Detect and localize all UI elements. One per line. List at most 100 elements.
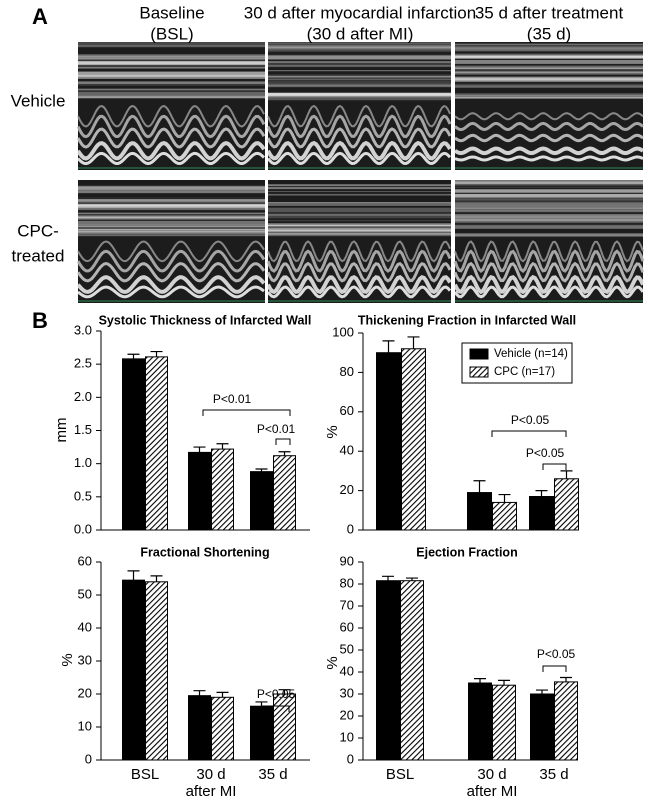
- echo-trace: [267, 104, 451, 128]
- echo-texture: [268, 84, 451, 88]
- echo-texture: [268, 193, 451, 196]
- y-tick-label: 20: [78, 685, 92, 700]
- echo-trace: [77, 240, 265, 263]
- echo-texture: [455, 225, 643, 229]
- bar: [122, 358, 145, 531]
- error-bar: [498, 679, 510, 686]
- echo-texture: [78, 197, 265, 199]
- bar: [211, 696, 234, 761]
- echo-texture: [455, 85, 643, 88]
- echo-texture: [78, 96, 265, 99]
- y-axis-label: %: [324, 656, 341, 669]
- row-label: treated: [12, 246, 65, 265]
- echo-texture: [268, 201, 451, 204]
- echo-texture: [455, 94, 643, 99]
- echo-texture: [78, 235, 265, 237]
- echo-trace: [77, 285, 265, 299]
- echo-trace: [454, 240, 644, 263]
- echo-texture: [268, 213, 451, 216]
- y-tick-label: 1.0: [74, 455, 92, 470]
- significance-bracket: [542, 463, 567, 470]
- echo-texture: [268, 78, 451, 80]
- y-tick-label: 1.5: [74, 422, 92, 437]
- y-tick-label: 3.0: [74, 322, 92, 337]
- echo-texture: [78, 228, 265, 233]
- echo-texture: [455, 53, 643, 57]
- bar: [492, 501, 517, 531]
- significance-bracket: [261, 705, 290, 712]
- echo-image: [76, 180, 266, 303]
- echo-texture: [455, 77, 643, 82]
- echo-texture: [78, 231, 265, 235]
- y-tick-label: 0: [85, 751, 92, 766]
- echo-texture: [455, 93, 643, 96]
- echo-trace: [266, 285, 452, 299]
- legend-label: CPC (n=17): [494, 366, 555, 378]
- echo-texture: [455, 182, 643, 184]
- echo-trace: [453, 249, 645, 273]
- echo-texture: [78, 60, 265, 65]
- echo-texture: [78, 215, 265, 219]
- echo-texture: [268, 55, 451, 60]
- error-bar: [474, 678, 486, 683]
- bar: [530, 693, 554, 761]
- echo-texture: [455, 220, 643, 224]
- echo-texture: [455, 59, 643, 64]
- echo-image: [76, 42, 266, 170]
- echo-image: [453, 180, 645, 303]
- echo-trace: [266, 151, 452, 166]
- echo-texture: [268, 93, 451, 96]
- echo-texture: [455, 186, 643, 188]
- echo-texture: [268, 213, 451, 215]
- echo-texture: [455, 72, 643, 75]
- y-tick-label: 10: [78, 718, 92, 733]
- echo-texture: [455, 205, 643, 210]
- significance-label: P<0.05: [537, 647, 576, 661]
- echo-trace: [266, 274, 452, 295]
- y-tick-label: 90: [340, 553, 354, 568]
- echo-texture: [268, 96, 451, 101]
- significance-label: P<0.01: [213, 392, 252, 406]
- y-tick-label: 80: [340, 575, 354, 590]
- error-bar: [382, 575, 394, 581]
- echo-trace: [454, 112, 644, 121]
- echo-texture: [455, 202, 643, 206]
- echo-trace: [76, 140, 266, 161]
- echo-texture: [455, 233, 643, 237]
- y-tick-label: 2.5: [74, 356, 92, 371]
- echo-texture: [455, 208, 643, 212]
- column-header: (30 d after MI): [307, 24, 414, 43]
- echo-texture: [78, 189, 265, 191]
- significance-bracket: [275, 438, 291, 445]
- chart-title: Fractional Shortening: [140, 545, 269, 559]
- bar: [492, 684, 516, 761]
- significance-bracket: [202, 409, 291, 416]
- echo-texture: [455, 210, 643, 213]
- bar: [376, 352, 401, 531]
- echo-texture: [455, 44, 643, 46]
- echo-texture: [78, 42, 265, 46]
- echo-texture: [268, 190, 451, 193]
- echo-trace: [453, 285, 645, 299]
- echo-texture: [268, 42, 451, 45]
- echo-texture: [268, 70, 451, 72]
- bar: [467, 492, 492, 531]
- y-tick-label: 50: [340, 641, 354, 656]
- bar: [401, 348, 426, 531]
- echo-texture: [268, 78, 451, 83]
- error-bar: [150, 575, 163, 582]
- echo-texture: [455, 53, 643, 57]
- echo-trace: [76, 114, 266, 139]
- error-bar: [407, 336, 420, 349]
- echo-texture: [268, 187, 451, 190]
- echo-trace: [266, 140, 452, 161]
- echo-trace: [453, 274, 645, 295]
- legend-swatch: [469, 348, 489, 360]
- y-tick-label: 40: [340, 663, 354, 678]
- echo-texture: [455, 67, 643, 70]
- echo-texture: [78, 63, 265, 66]
- echo-texture: [268, 230, 451, 232]
- echo-trace: [76, 262, 266, 283]
- echo-texture: [78, 54, 265, 58]
